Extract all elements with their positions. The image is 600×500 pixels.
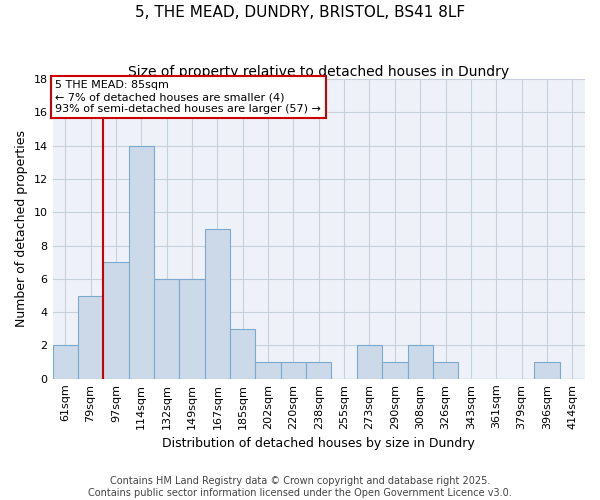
Text: Contains HM Land Registry data © Crown copyright and database right 2025.
Contai: Contains HM Land Registry data © Crown c… bbox=[88, 476, 512, 498]
Bar bbox=[78, 296, 103, 379]
Bar bbox=[407, 346, 433, 379]
Y-axis label: Number of detached properties: Number of detached properties bbox=[15, 130, 28, 328]
Text: 5, THE MEAD, DUNDRY, BRISTOL, BS41 8LF: 5, THE MEAD, DUNDRY, BRISTOL, BS41 8LF bbox=[135, 5, 465, 20]
Bar bbox=[281, 362, 306, 379]
X-axis label: Distribution of detached houses by size in Dundry: Distribution of detached houses by size … bbox=[163, 437, 475, 450]
Bar bbox=[205, 229, 230, 379]
Bar bbox=[103, 262, 128, 379]
Title: Size of property relative to detached houses in Dundry: Size of property relative to detached ho… bbox=[128, 65, 509, 79]
Bar bbox=[357, 346, 382, 379]
Bar bbox=[230, 329, 256, 379]
Bar bbox=[256, 362, 281, 379]
Bar bbox=[534, 362, 560, 379]
Bar bbox=[382, 362, 407, 379]
Bar bbox=[179, 279, 205, 379]
Bar bbox=[128, 146, 154, 379]
Bar bbox=[154, 279, 179, 379]
Bar bbox=[306, 362, 331, 379]
Bar bbox=[433, 362, 458, 379]
Text: 5 THE MEAD: 85sqm
← 7% of detached houses are smaller (4)
93% of semi-detached h: 5 THE MEAD: 85sqm ← 7% of detached house… bbox=[55, 80, 321, 114]
Bar bbox=[53, 346, 78, 379]
